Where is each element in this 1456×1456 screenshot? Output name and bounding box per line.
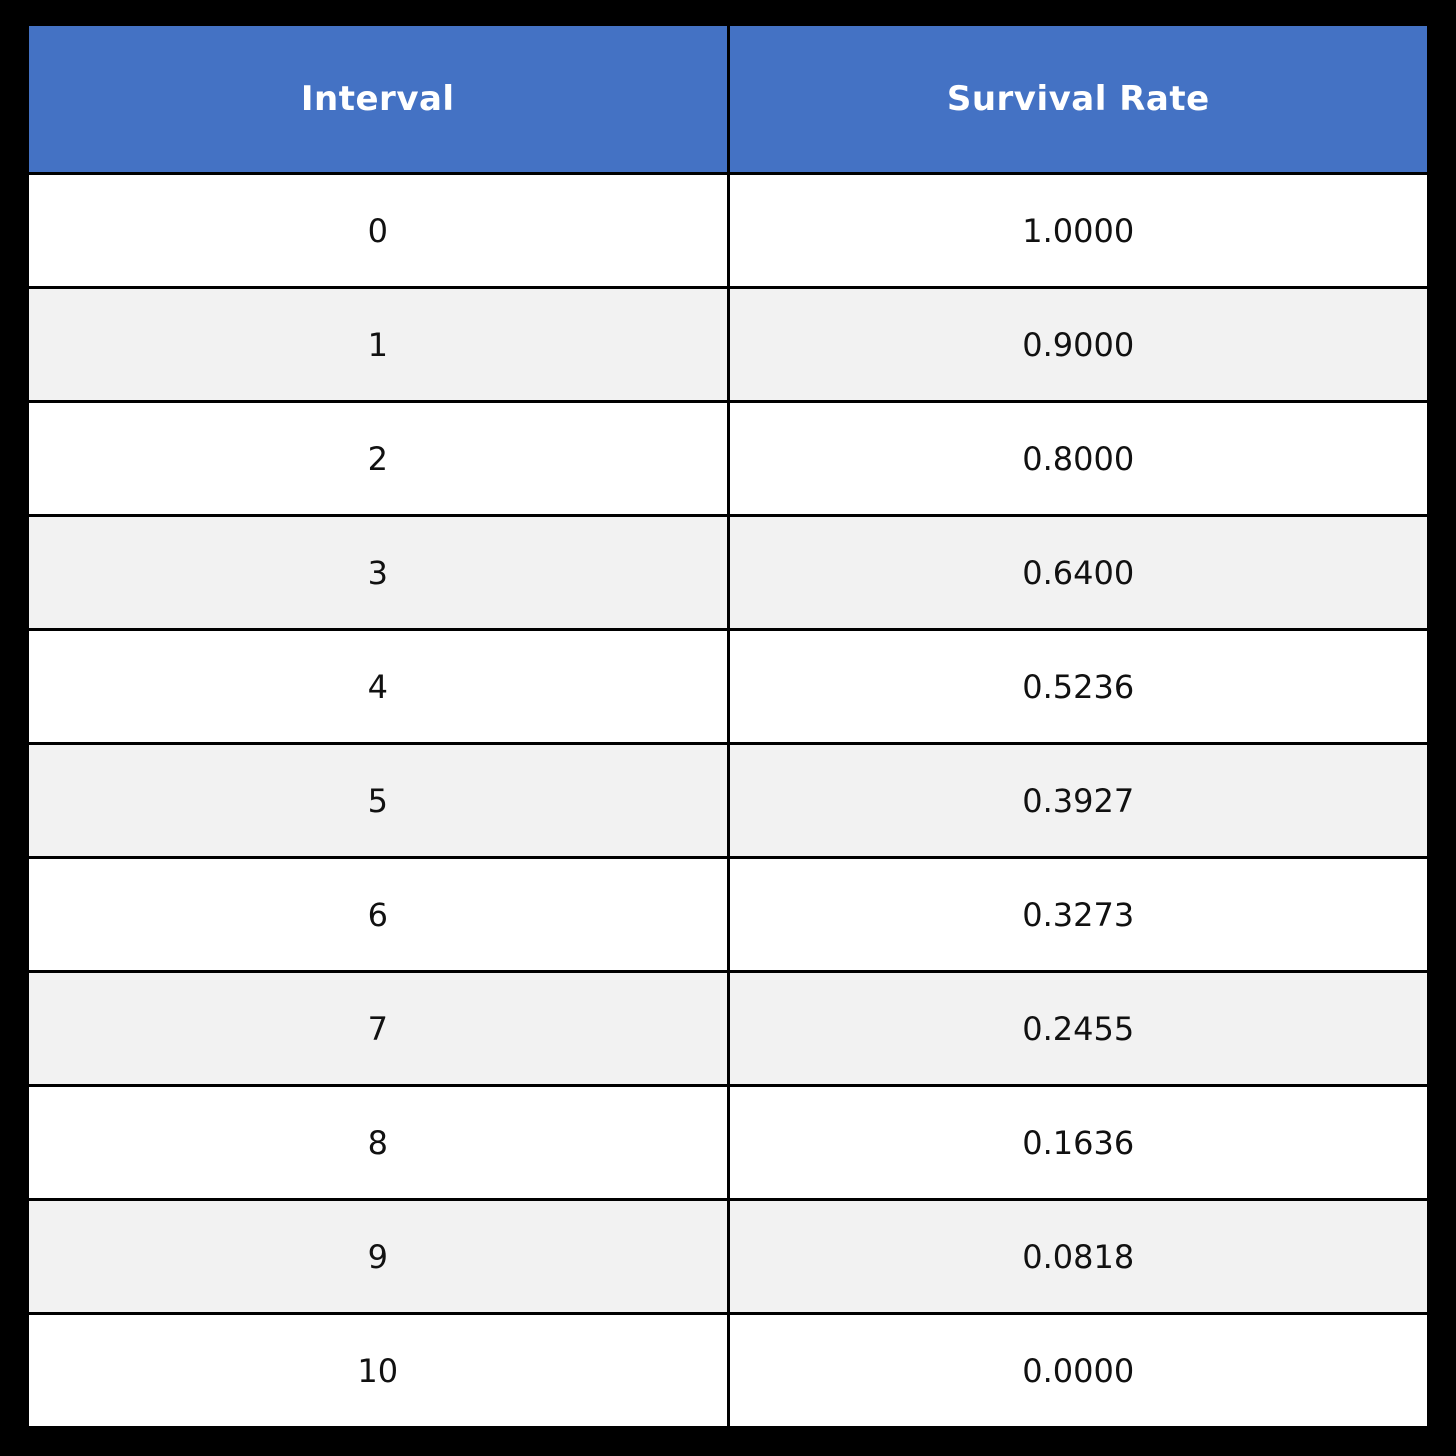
cell-survival-rate: 0.0818 xyxy=(726,1198,1430,1315)
cell-survival-rate: 0.0000 xyxy=(726,1312,1430,1429)
table-row: 8 0.1636 xyxy=(26,1084,1430,1201)
table-row: 7 0.2455 xyxy=(26,970,1430,1087)
table-row: 6 0.3273 xyxy=(26,856,1430,973)
cell-survival-rate: 0.8000 xyxy=(726,400,1430,517)
cell-interval: 10 xyxy=(26,1312,730,1429)
cell-survival-rate: 1.0000 xyxy=(726,172,1430,289)
cell-interval: 9 xyxy=(26,1198,730,1315)
cell-interval: 8 xyxy=(26,1084,730,1201)
cell-survival-rate: 0.6400 xyxy=(726,514,1430,631)
cell-survival-rate: 0.9000 xyxy=(726,286,1430,403)
table-row: 10 0.0000 xyxy=(26,1312,1430,1429)
cell-survival-rate: 0.3273 xyxy=(726,856,1430,973)
survival-rate-table-container: Interval Survival Rate 0 1.0000 1 0.9000… xyxy=(26,23,1430,1429)
table-header: Interval Survival Rate xyxy=(26,23,1430,175)
cell-interval: 6 xyxy=(26,856,730,973)
cell-interval: 7 xyxy=(26,970,730,1087)
cell-survival-rate: 0.1636 xyxy=(726,1084,1430,1201)
cell-survival-rate: 0.5236 xyxy=(726,628,1430,745)
survival-rate-table: Interval Survival Rate 0 1.0000 1 0.9000… xyxy=(26,23,1430,1429)
table-row: 5 0.3927 xyxy=(26,742,1430,859)
table-row: 0 1.0000 xyxy=(26,172,1430,289)
table-header-row: Interval Survival Rate xyxy=(26,23,1430,175)
cell-survival-rate: 0.3927 xyxy=(726,742,1430,859)
header-cell-interval: Interval xyxy=(26,23,730,175)
table-body: 0 1.0000 1 0.9000 2 0.8000 3 0.6400 4 0.… xyxy=(26,172,1430,1429)
table-row: 2 0.8000 xyxy=(26,400,1430,517)
cell-survival-rate: 0.2455 xyxy=(726,970,1430,1087)
cell-interval: 1 xyxy=(26,286,730,403)
cell-interval: 2 xyxy=(26,400,730,517)
cell-interval: 0 xyxy=(26,172,730,289)
cell-interval: 5 xyxy=(26,742,730,859)
table-row: 1 0.9000 xyxy=(26,286,1430,403)
table-row: 9 0.0818 xyxy=(26,1198,1430,1315)
table-row: 4 0.5236 xyxy=(26,628,1430,745)
table-row: 3 0.6400 xyxy=(26,514,1430,631)
header-cell-survival-rate: Survival Rate xyxy=(726,23,1430,175)
cell-interval: 4 xyxy=(26,628,730,745)
cell-interval: 3 xyxy=(26,514,730,631)
